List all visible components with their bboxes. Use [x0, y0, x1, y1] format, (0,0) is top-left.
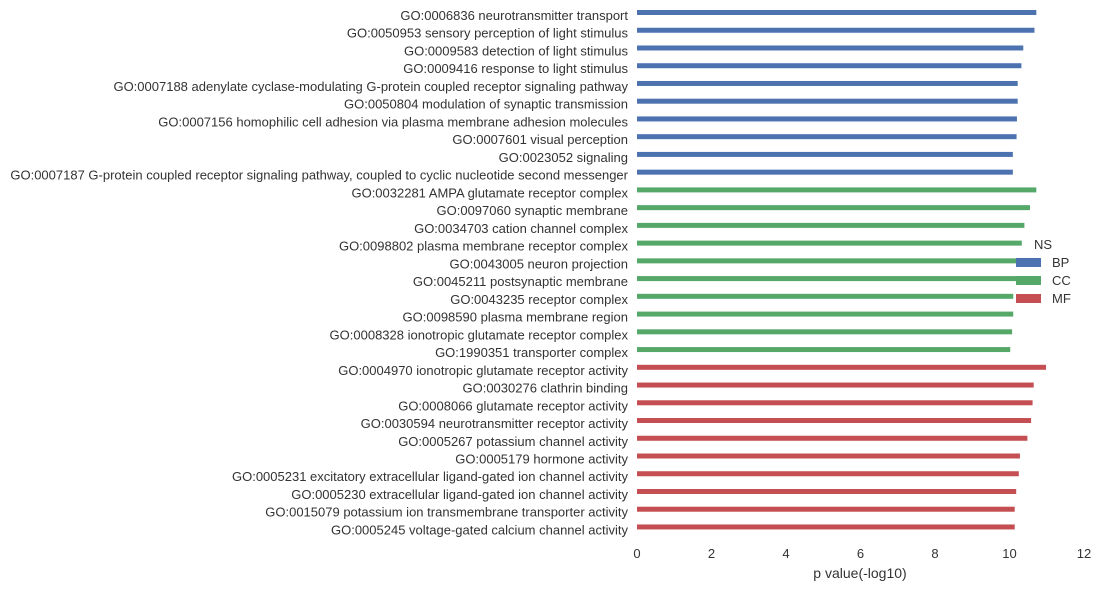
bar-bp: [637, 63, 1022, 69]
x-tick-label: 0: [633, 546, 640, 561]
category-label: GO:0098802 plasma membrane receptor comp…: [339, 239, 629, 254]
category-label: GO:0015079 potassium ion transmembrane t…: [265, 505, 628, 520]
category-labels: GO:0006836 neurotransmitter transport GO:…: [10, 8, 628, 537]
category-label: GO:0007601 visual perception: [452, 132, 628, 147]
bar-cc: [637, 240, 1022, 246]
bar-cc: [637, 329, 1013, 335]
category-label: GO:0007156 homophilic cell adhesion via …: [158, 114, 628, 129]
bar-mf: [637, 488, 1017, 494]
category-label: GO:0007187 G-protein coupled receptor si…: [10, 168, 628, 183]
legend-swatch-mf: [1016, 294, 1041, 303]
bar-bp: [637, 98, 1018, 104]
category-label: GO:0043235 receptor complex: [450, 292, 628, 307]
category-label: GO:0023052 signaling: [499, 150, 628, 165]
bars-layer: [637, 10, 1047, 530]
category-label: GO:0030594 neurotransmitter receptor act…: [361, 416, 629, 431]
bar-cc: [637, 276, 1017, 282]
category-label: GO:0050953 sensory perception of light s…: [347, 26, 629, 41]
category-label: GO:0097060 synaptic membrane: [437, 203, 629, 218]
x-tick-label: 4: [782, 546, 789, 561]
legend-swatch-bp: [1016, 258, 1041, 267]
bar-bp: [637, 116, 1017, 122]
category-label: GO:0008328 ionotropic glutamate receptor…: [330, 327, 629, 342]
legend-label-cc: CC: [1052, 273, 1071, 288]
bar-cc: [637, 347, 1011, 353]
category-label: GO:0005245 voltage-gated calcium channel…: [331, 522, 629, 537]
bar-mf: [637, 400, 1033, 406]
category-label: GO:1990351 transporter complex: [435, 345, 628, 360]
category-label: GO:0030276 clathrin binding: [462, 381, 628, 396]
x-tick-label: 10: [1002, 546, 1016, 561]
x-axis-label: p value(-log10): [813, 565, 906, 581]
category-label: GO:0004970 ionotropic glutamate receptor…: [338, 363, 628, 378]
bar-mf: [637, 471, 1019, 477]
category-label: GO:0043005 neuron projection: [449, 256, 628, 271]
bar-mf: [637, 418, 1032, 424]
legend-title: NS: [1034, 237, 1052, 252]
bar-bp: [637, 27, 1035, 33]
bar-bp: [637, 169, 1013, 175]
x-tick-label: 6: [857, 546, 864, 561]
x-tick-label: 2: [708, 546, 715, 561]
bar-mf: [637, 453, 1020, 459]
x-tick-label: 12: [1077, 546, 1091, 561]
category-label: GO:0007188 adenylate cyclase-modulating …: [113, 79, 628, 94]
category-label: GO:0005267 potassium channel activity: [398, 434, 628, 449]
category-label: GO:0050804 modulation of synaptic transm…: [344, 97, 628, 112]
category-label: GO:0045211 postsynaptic membrane: [413, 274, 628, 289]
legend-swatch-cc: [1016, 276, 1041, 285]
bar-bp: [637, 151, 1013, 157]
bar-mf: [637, 364, 1047, 370]
bar-cc: [637, 222, 1025, 228]
bar-mf: [637, 524, 1015, 530]
legend-label-mf: MF: [1052, 291, 1071, 306]
category-label: GO:0006836 neurotransmitter transport: [400, 8, 628, 23]
bar-mf: [637, 382, 1034, 388]
x-tick-label: 8: [931, 546, 938, 561]
bar-bp: [637, 80, 1018, 86]
bar-cc: [637, 258, 1020, 264]
category-label: GO:0008066 glutamate receptor activity: [398, 398, 628, 413]
category-label: GO:0009583 detection of light stimulus: [404, 43, 629, 58]
category-label: GO:0009416 response to light stimulus: [403, 61, 628, 76]
legend-label-bp: BP: [1052, 255, 1069, 270]
bar-cc: [637, 187, 1037, 193]
bar-bp: [637, 10, 1037, 15]
legend: NS BP CC MF: [1016, 237, 1071, 306]
category-label: GO:0005179 hormone activity: [455, 452, 628, 467]
x-axis: 0 2 4 6 8 10 12: [633, 546, 1091, 561]
category-label: GO:0098590 plasma membrane region: [403, 310, 628, 325]
bar-bp: [637, 134, 1017, 140]
category-label: GO:0005230 extracellular ligand-gated io…: [291, 487, 628, 502]
bar-cc: [637, 311, 1014, 317]
category-label: GO:0032281 AMPA glutamate receptor compl…: [351, 185, 628, 200]
bar-mf: [637, 435, 1028, 441]
bar-bp: [637, 45, 1024, 51]
bar-mf: [637, 506, 1015, 512]
category-label: GO:0005231 excitatory extracellular liga…: [232, 469, 629, 484]
bar-cc: [637, 205, 1030, 211]
bar-cc: [637, 293, 1014, 299]
category-label: GO:0034703 cation channel complex: [414, 221, 628, 236]
